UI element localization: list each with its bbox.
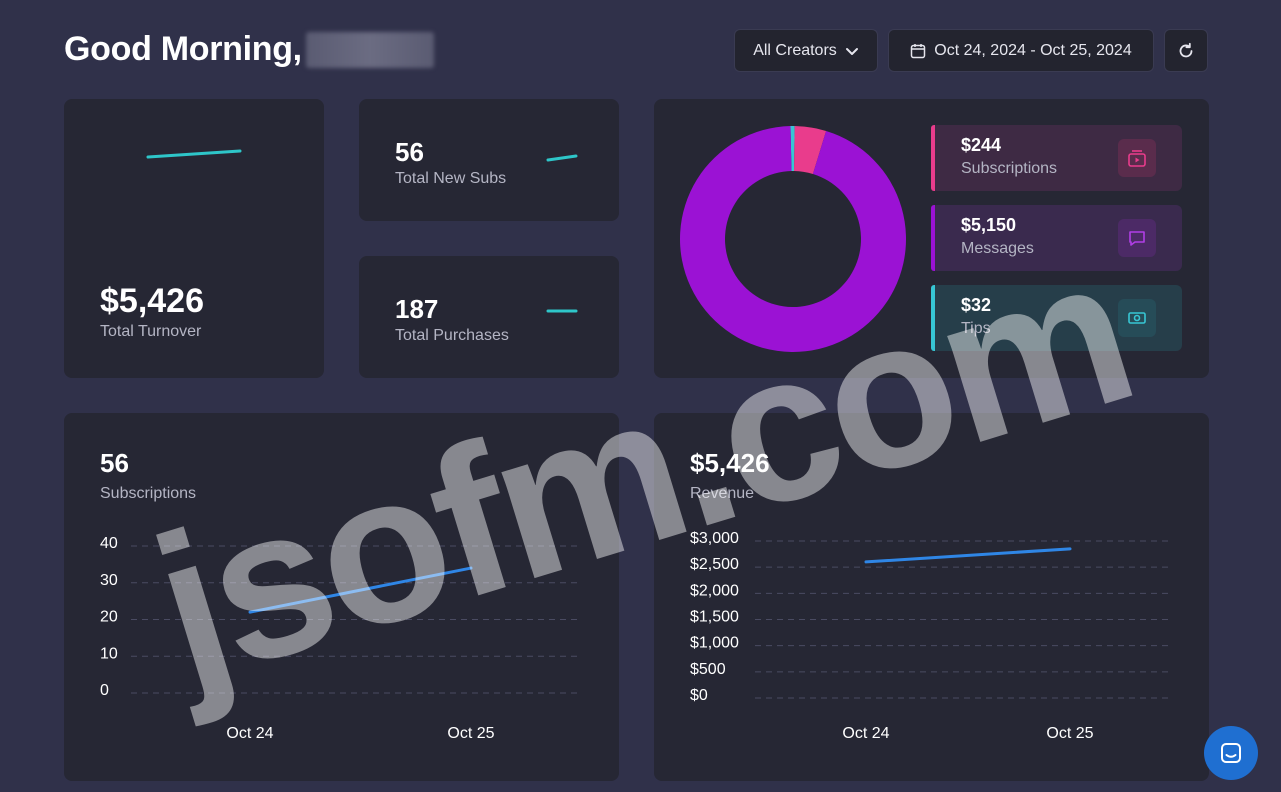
revenue-chart-card — [654, 413, 1209, 781]
subscriptions-chart-value: 56 — [100, 448, 129, 478]
revenue-chart-label: Revenue — [690, 485, 755, 502]
subscriptions-amount: $244 — [961, 135, 1002, 155]
donut-slice-subscriptions — [794, 126, 827, 174]
new-subs-value: 56 — [395, 137, 424, 167]
calendar-icon — [911, 43, 926, 58]
chevron-down-icon — [845, 47, 858, 55]
purchases-card: 187 Total Purchases — [359, 256, 619, 378]
new-subs-label: Total New Subs — [395, 170, 507, 187]
creators-label: All Creators — [753, 41, 837, 59]
legend-bar-messages — [931, 205, 935, 271]
turnover-label: Total Turnover — [100, 323, 202, 340]
subscriptions-chart-x-tick: Oct 24 — [226, 725, 273, 742]
messages-icon — [1118, 219, 1156, 257]
donut-slice-tips — [790, 126, 795, 172]
turnover-value: $5,426 — [100, 282, 204, 320]
revenue-chart-y-tick: $1,000 — [690, 635, 739, 652]
greeting-text: Good Morning, — [64, 30, 302, 68]
legend-subscriptions: $244 Subscriptions — [931, 125, 1182, 191]
messages-label: Messages — [961, 240, 1034, 257]
revenue-chart-x-tick: Oct 25 — [1046, 725, 1093, 742]
donut-slice-messages — [680, 126, 906, 352]
revenue-chart-value: $5,426 — [690, 448, 770, 478]
revenue-donut-chart — [680, 126, 906, 352]
revenue-chart-x-tick: Oct 24 — [842, 725, 889, 742]
legend-tips: $32 Tips — [931, 285, 1182, 351]
subscriptions-chart-card — [64, 413, 619, 781]
top-controls: All Creators Oct 24, 2024 - Oct 25, 2024 — [734, 29, 1208, 72]
subscriptions-line-chart: 40 30 20 10 0 Oct 24 Oct 25 — [100, 535, 582, 742]
subscriptions-chart-x-tick: Oct 25 — [447, 725, 494, 742]
purchases-value: 187 — [395, 294, 439, 324]
subscriptions-chart-series-line — [248, 566, 473, 614]
legend-bar-subscriptions — [931, 125, 935, 191]
revenue-chart-y-tick: $1,500 — [690, 609, 739, 626]
purchases-sparkline — [546, 309, 578, 313]
subscriptions-chart-y-tick: 20 — [100, 609, 118, 626]
revenue-chart-y-tick: $2,000 — [690, 582, 739, 599]
subscriptions-chart-y-tick: 10 — [100, 645, 118, 662]
revenue-chart-y-tick: $3,000 — [690, 530, 739, 547]
cash-icon — [1118, 299, 1156, 337]
tips-amount: $32 — [961, 295, 992, 315]
chat-support-button[interactable] — [1204, 726, 1258, 780]
turnover-sparkline — [146, 149, 242, 159]
refresh-icon — [1179, 42, 1193, 57]
subscriptions-chart-label: Subscriptions — [100, 485, 197, 502]
subscriptions-chart-y-tick: 30 — [100, 572, 118, 589]
revenue-chart-y-tick: $500 — [690, 661, 726, 678]
creators-dropdown[interactable]: All Creators — [734, 29, 878, 72]
purchases-label: Total Purchases — [395, 327, 509, 344]
legend-messages: $5,150 Messages — [931, 205, 1182, 271]
subscriptions-chart-y-tick: 0 — [100, 682, 109, 699]
new-subs-sparkline — [546, 154, 578, 162]
turnover-card: $5,426 Total Turnover — [64, 99, 324, 378]
date-range-label: Oct 24, 2024 - Oct 25, 2024 — [934, 41, 1132, 59]
revenue-chart-y-tick: $0 — [690, 687, 708, 704]
tips-label: Tips — [961, 320, 991, 337]
date-range-picker[interactable]: Oct 24, 2024 - Oct 25, 2024 — [888, 29, 1154, 72]
subscriptions-icon — [1118, 139, 1156, 177]
new-subs-card: 56 Total New Subs — [359, 99, 619, 221]
revenue-line-chart: $3,000 $2,500 $2,000 $1,500 $1,000 $500 $0 Oct … — [690, 530, 1172, 742]
refresh-button[interactable] — [1164, 29, 1208, 72]
legend-bar-tips — [931, 285, 935, 351]
revenue-chart-series-line — [864, 547, 1072, 564]
messages-amount: $5,150 — [961, 215, 1017, 235]
subscriptions-label: Subscriptions — [961, 160, 1058, 177]
blurred-username — [305, 31, 434, 68]
chat-icon — [1221, 743, 1241, 763]
subscriptions-chart-y-tick: 40 — [100, 535, 118, 552]
greeting-heading: Good Morning, — [64, 30, 434, 69]
revenue-chart-y-tick: $2,500 — [690, 556, 739, 573]
